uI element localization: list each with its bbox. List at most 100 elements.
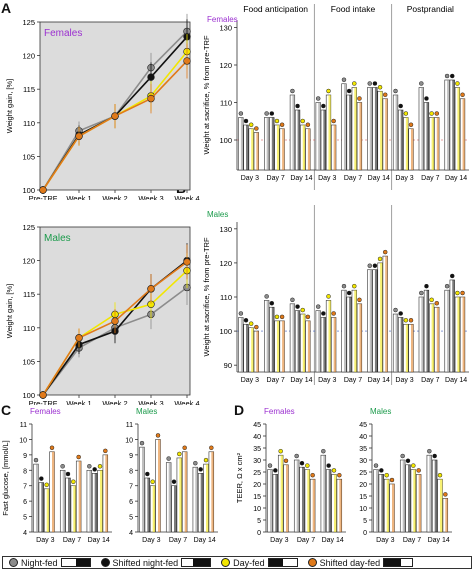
bar-point — [382, 249, 388, 255]
x-tick-label: Day 7 — [421, 175, 439, 182]
bar-point — [243, 318, 249, 323]
bar-fill-cd — [36, 464, 39, 532]
bar-fill-cd — [152, 485, 156, 532]
bar-point — [290, 297, 295, 303]
legend-label: Shifted night-fed — [112, 557, 179, 568]
bar-point — [315, 304, 321, 309]
x-tick-label: Week 1 — [66, 399, 91, 405]
legend: Night-fed Shifted night-fed Day-fed Shif… — [2, 556, 472, 569]
bar-fill-b — [271, 307, 275, 372]
bar-fill-cd — [168, 462, 172, 532]
bar-fill-b — [447, 80, 450, 170]
bar-point — [166, 456, 171, 461]
bar-point — [150, 479, 155, 484]
y-axis-label: Weight at sacrifice, % from pre-TRF — [202, 35, 211, 154]
bar-fill-cd — [413, 469, 416, 532]
bar-fill-b — [318, 102, 321, 170]
x-tick-label: Day 3 — [142, 537, 160, 544]
bar-fill-cd — [328, 469, 332, 532]
y-tick-label: 7 — [129, 484, 133, 491]
x-tick-label: Day 7 — [63, 537, 81, 544]
bar-fill-b — [302, 125, 306, 170]
bar-point — [300, 118, 305, 124]
bar-fill-b — [323, 110, 326, 170]
bar-fill-cd — [147, 478, 150, 532]
bar-fill-b — [251, 327, 254, 372]
bar-fill-b — [452, 279, 455, 372]
x-tick-label: Day 3 — [241, 175, 259, 182]
legend-dot-icon — [9, 558, 18, 567]
bar-point — [377, 256, 383, 262]
bar-fill-b — [240, 317, 244, 372]
bar-fill-cd — [184, 451, 188, 532]
y-tick-label: 15 — [359, 494, 367, 501]
bar-point — [352, 81, 357, 86]
bar-fill-cd — [429, 455, 432, 532]
bar-fill-cd — [206, 464, 209, 532]
bar-point — [310, 472, 315, 478]
x-tick-label: Pre-TRF — [29, 194, 58, 200]
y-tick-label: 10 — [359, 506, 367, 513]
bar-point — [434, 300, 440, 306]
bar-fill-cd — [158, 439, 161, 532]
bar-fill-b — [354, 87, 357, 170]
data-point — [183, 258, 191, 266]
data-point — [111, 112, 119, 120]
bar-point — [177, 451, 182, 457]
legend-box-icon — [60, 558, 91, 567]
bar-point — [449, 273, 455, 279]
y-tick-label: 115 — [23, 85, 35, 94]
x-tick-label: Day 14 — [322, 537, 344, 544]
bar-point — [103, 448, 108, 454]
x-tick-label: Day 7 — [403, 537, 421, 544]
y-tick-label: 100 — [219, 327, 232, 336]
y-tick-label: 45 — [359, 422, 367, 429]
bar-fill-b — [369, 87, 373, 170]
x-tick-label: Day 3 — [318, 175, 336, 182]
y-tick-label: 25 — [253, 470, 261, 477]
y-tick-label: 105 — [22, 357, 35, 366]
bar-point — [372, 263, 378, 268]
bar-point — [279, 314, 285, 320]
y-tick-label: 6 — [129, 499, 133, 506]
panel-a-males-chart: 100 105 110 115 120 125 Pre-TRF Week 1 Week 2 Wee… — [5, 223, 200, 405]
bar-point — [49, 445, 55, 451]
legend-dot-icon — [307, 558, 317, 567]
y-tick-label: 4 — [129, 530, 133, 537]
y-tick-label: 115 — [23, 290, 35, 299]
bar-point — [398, 311, 403, 316]
bar-point — [321, 103, 326, 109]
bar-fill-b — [256, 132, 259, 170]
bar-fill-b — [457, 87, 460, 170]
bar-point — [321, 448, 326, 454]
y-tick-label: 130 — [219, 24, 232, 33]
bar-point — [400, 453, 405, 459]
bar-point — [460, 290, 465, 296]
bar-point — [267, 463, 273, 468]
bar-fill-cd — [46, 488, 50, 532]
y-tick-label: 110 — [220, 99, 232, 108]
y-tick-label: 6 — [23, 499, 27, 506]
bar-point — [92, 467, 97, 472]
legend-item-shifted-day-fed: Shifted day-fed — [307, 558, 414, 568]
bar-point — [209, 445, 214, 451]
x-tick-label: Day 7 — [421, 377, 439, 384]
bar-point — [71, 479, 76, 484]
x-tick-label: Week 3 — [138, 399, 163, 405]
bar-fill-b — [457, 297, 460, 372]
bar-fill-b — [328, 95, 331, 170]
x-tick-label: Day 3 — [241, 377, 259, 384]
bar-point — [455, 290, 460, 296]
bar-fill-b — [395, 95, 398, 170]
bar-fill-cd — [312, 479, 316, 532]
legend-dot-icon — [221, 558, 231, 567]
bar-point — [87, 464, 92, 469]
bar-point — [455, 81, 460, 86]
bar-point — [193, 460, 198, 466]
bar-fill-b — [405, 117, 409, 170]
bar-fill-cd — [105, 454, 108, 532]
panel-letter-a: A — [1, 0, 12, 16]
bar-cd — [309, 478, 316, 533]
bar-fill-b — [411, 128, 414, 170]
